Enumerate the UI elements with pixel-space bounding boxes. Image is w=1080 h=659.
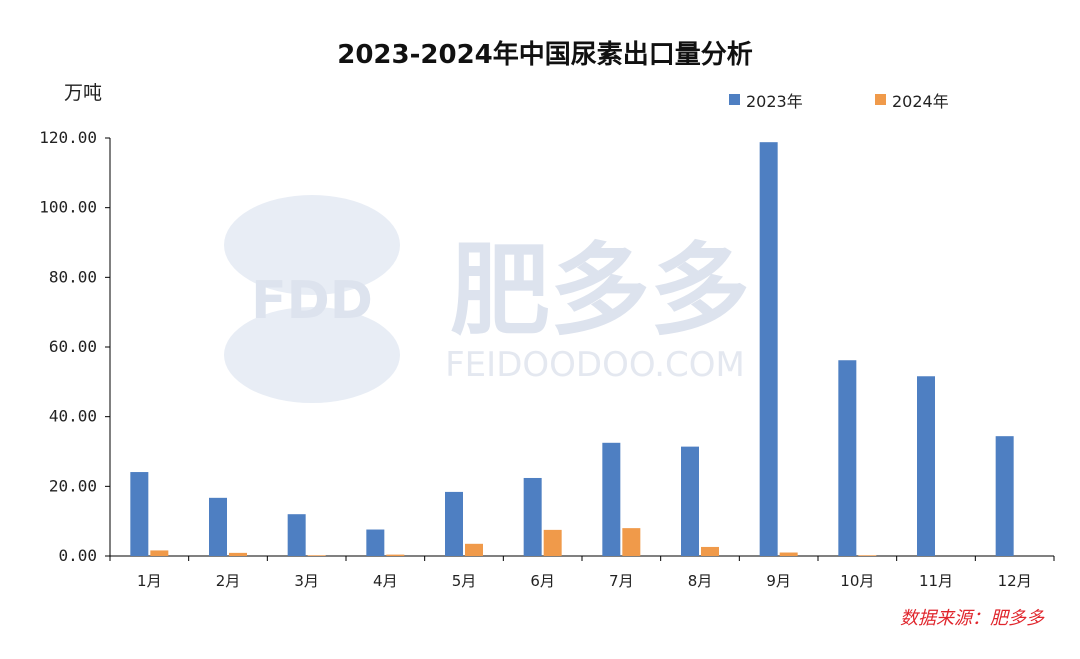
bar-2024-5 [465,543,483,556]
y-tick-label: 0.00 [58,546,97,565]
bar-2023-9 [759,142,778,556]
x-category-label: 7月 [609,572,634,590]
bar-2024-10 [858,555,877,556]
x-category-label: 4月 [373,572,398,590]
bar-2023-1 [130,472,149,556]
bar-2023-3 [287,514,306,556]
x-category-label: 8月 [688,572,713,590]
watermark-site-text: FEIDOODOO.COM [445,345,745,385]
y-tick-label: 100.00 [39,198,97,217]
bar-2024-8 [701,546,719,556]
y-tick-label: 120.00 [39,128,97,147]
legend-label-2024: 2024年 [892,92,949,111]
bars [130,142,1014,556]
bar-2024-1 [150,550,169,556]
watermark: FDD 肥多多 FEIDOODOO.COM [224,195,750,403]
x-category-label: 9月 [766,572,791,590]
bar-2023-12 [995,436,1014,556]
y-tick-label: 40.00 [49,407,97,426]
bar-2024-3 [307,555,326,556]
watermark-logo-bottom-shape [224,307,400,403]
x-category-label: 6月 [530,572,555,590]
x-labels: 1月 2月 3月 4月 5月 6月 7月 8月 9月 10月 11月 12月 [137,572,1032,590]
bar-2023-11 [917,376,935,556]
bar-2023-6 [523,477,542,556]
bar-2023-7 [602,442,621,556]
y-tick-label: 80.00 [49,267,97,286]
legend: 2023年 2024年 [729,92,949,111]
bar-2024-6 [543,529,562,556]
watermark-logo-text: FDD [251,271,373,331]
legend-label-2023: 2023年 [746,92,803,111]
bar-2024-2 [229,552,247,556]
x-ticks [109,556,1055,561]
watermark-brand-text: 肥多多 [450,232,750,349]
legend-swatch-2023 [729,94,740,105]
source-note: 数据来源：肥多多 [900,608,1045,629]
bar-2023-4 [366,529,385,556]
x-category-label: 3月 [294,572,319,590]
chart-title: 2023-2024年中国尿素出口量分析 [337,39,753,70]
y-tick-label: 60.00 [49,337,97,356]
x-category-label: 10月 [840,572,874,590]
x-category-label: 12月 [998,572,1032,590]
y-ticks: 0.00 20.00 40.00 60.00 80.00 100.00 120.00 [39,128,110,565]
x-category-label: 2月 [216,572,241,590]
bar-2024-7 [622,528,641,556]
bar-2023-5 [445,491,463,556]
y-axis-unit-label: 万吨 [64,82,102,104]
legend-swatch-2024 [875,94,886,105]
y-tick-label: 20.00 [49,476,97,495]
x-category-label: 1月 [137,572,162,590]
bar-2023-8 [681,446,699,556]
bar-2023-10 [838,360,857,556]
x-category-label: 5月 [452,572,477,590]
bar-2024-9 [779,552,798,556]
watermark-logo-top-shape [224,195,400,295]
bar-2024-4 [386,554,405,556]
bar-2023-2 [209,497,227,556]
x-category-label: 11月 [919,572,953,590]
